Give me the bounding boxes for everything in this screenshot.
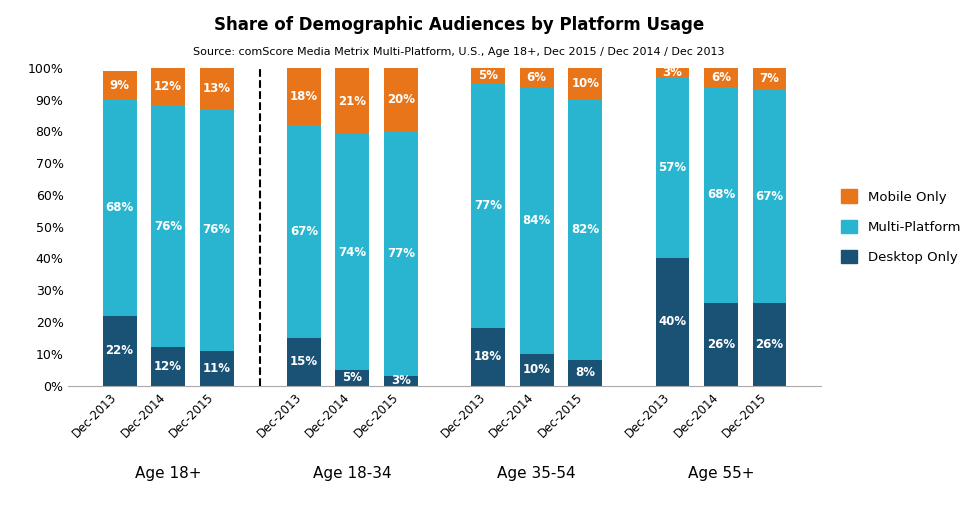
Text: 9%: 9% xyxy=(109,79,130,92)
Bar xyxy=(569,100,602,360)
Text: 82%: 82% xyxy=(572,224,599,237)
Bar xyxy=(569,360,602,386)
Bar xyxy=(199,68,234,109)
Bar xyxy=(752,303,786,386)
Text: 67%: 67% xyxy=(290,225,318,238)
Text: 11%: 11% xyxy=(202,362,231,375)
Text: 7%: 7% xyxy=(759,72,780,85)
Text: 3%: 3% xyxy=(662,66,683,79)
Bar xyxy=(103,316,137,386)
Bar xyxy=(384,131,418,376)
Bar xyxy=(103,71,137,100)
Text: Age 18-34: Age 18-34 xyxy=(313,466,392,481)
Text: Age 35-54: Age 35-54 xyxy=(497,466,576,481)
Bar xyxy=(335,68,369,134)
Bar xyxy=(151,106,185,348)
Legend: Mobile Only, Multi-Platform, Desktop Only: Mobile Only, Multi-Platform, Desktop Onl… xyxy=(834,183,968,270)
Bar xyxy=(704,303,738,386)
Bar xyxy=(471,68,505,83)
Text: 76%: 76% xyxy=(202,224,231,237)
Text: 77%: 77% xyxy=(387,247,415,260)
Bar xyxy=(520,68,554,87)
Bar xyxy=(335,134,369,370)
Text: 12%: 12% xyxy=(154,80,182,93)
Text: 8%: 8% xyxy=(575,366,595,379)
Text: 40%: 40% xyxy=(658,316,687,328)
Bar xyxy=(151,348,185,386)
Bar xyxy=(103,100,137,316)
Text: 21%: 21% xyxy=(338,95,366,108)
Text: 84%: 84% xyxy=(523,214,551,227)
Bar xyxy=(656,77,690,258)
Bar xyxy=(704,87,738,303)
Text: 10%: 10% xyxy=(523,363,551,376)
Bar xyxy=(471,328,505,386)
Bar xyxy=(471,83,505,328)
Bar xyxy=(704,68,738,87)
Bar xyxy=(520,87,554,354)
Bar xyxy=(335,370,369,386)
Text: 5%: 5% xyxy=(478,69,498,82)
Text: 77%: 77% xyxy=(474,200,502,213)
Bar xyxy=(199,109,234,351)
Text: 26%: 26% xyxy=(755,338,784,351)
Text: Age 18+: Age 18+ xyxy=(135,466,201,481)
Bar xyxy=(384,68,418,131)
Bar xyxy=(752,90,786,303)
Text: 15%: 15% xyxy=(290,355,318,368)
Text: 6%: 6% xyxy=(527,71,547,84)
Bar xyxy=(384,376,418,386)
Text: 13%: 13% xyxy=(202,82,231,95)
Bar xyxy=(656,258,690,386)
Bar xyxy=(287,338,320,386)
Bar xyxy=(287,125,320,338)
Text: 26%: 26% xyxy=(707,338,735,351)
Bar xyxy=(569,68,602,100)
Text: 68%: 68% xyxy=(707,189,735,201)
Bar xyxy=(287,68,320,125)
Text: 12%: 12% xyxy=(154,360,182,373)
Bar xyxy=(151,68,185,106)
Text: 57%: 57% xyxy=(658,162,687,175)
Bar xyxy=(199,351,234,386)
Bar xyxy=(656,68,690,77)
Text: 67%: 67% xyxy=(755,190,784,203)
Text: 22%: 22% xyxy=(106,344,134,357)
Text: 18%: 18% xyxy=(290,90,318,103)
Text: 74%: 74% xyxy=(338,245,366,258)
Text: 3%: 3% xyxy=(391,374,410,387)
Text: 20%: 20% xyxy=(387,93,415,106)
Text: 5%: 5% xyxy=(342,371,362,384)
Bar xyxy=(520,354,554,386)
Text: Source: comScore Media Metrix Multi-Platform, U.S., Age 18+, Dec 2015 / Dec 2014: Source: comScore Media Metrix Multi-Plat… xyxy=(193,47,725,57)
Text: 10%: 10% xyxy=(572,77,599,90)
Text: Age 55+: Age 55+ xyxy=(688,466,754,481)
Text: 68%: 68% xyxy=(106,201,134,214)
Text: 6%: 6% xyxy=(711,71,731,84)
Text: 76%: 76% xyxy=(154,220,182,233)
Text: 18%: 18% xyxy=(474,351,502,364)
Bar xyxy=(752,68,786,90)
Text: Share of Demographic Audiences by Platform Usage: Share of Demographic Audiences by Platfo… xyxy=(214,16,704,34)
